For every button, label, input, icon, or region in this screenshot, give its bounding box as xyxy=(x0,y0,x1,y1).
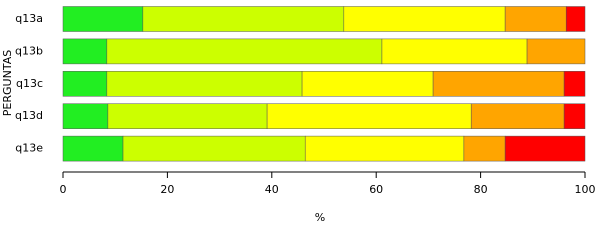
bar-segment xyxy=(122,135,306,162)
bar-segment xyxy=(62,38,108,65)
y-axis-label: PERGUNTAS xyxy=(1,50,14,116)
bar-segment xyxy=(504,135,586,162)
bar-segment xyxy=(343,6,506,32)
bar-segment xyxy=(62,103,109,129)
y-tick-label: q13a xyxy=(15,12,43,25)
bar-segment xyxy=(62,6,144,32)
bar-segment xyxy=(432,71,565,97)
bar-segment xyxy=(107,103,268,129)
x-tick-label: 100 xyxy=(575,183,596,196)
bar-segment xyxy=(142,6,345,32)
bar-segment xyxy=(470,103,565,129)
x-tick-label: 20 xyxy=(160,183,174,196)
bar-segment xyxy=(381,38,528,65)
bar-segment xyxy=(62,135,124,162)
bar-segment xyxy=(106,38,383,65)
bar-segment xyxy=(106,71,303,97)
x-tick-label: 60 xyxy=(369,183,383,196)
x-tick-label: 40 xyxy=(265,183,279,196)
y-tick-label: q13e xyxy=(15,142,43,155)
x-axis-label: % xyxy=(315,211,325,224)
bar-segment xyxy=(304,135,465,162)
bar-segment xyxy=(463,135,506,162)
bar-segment xyxy=(266,103,472,129)
x-tick-label: 80 xyxy=(474,183,488,196)
chart: % PERGUNTAS q13a q13b q13c q13d q13e 0 20 40 60 8… xyxy=(1,6,596,224)
bar-segment xyxy=(563,71,586,97)
bar-segment xyxy=(504,6,567,32)
y-tick-label: q13d xyxy=(15,109,43,122)
y-tick-label: q13b xyxy=(15,44,43,57)
bar-segment xyxy=(565,6,586,32)
bar-segment xyxy=(301,71,434,97)
x-tick-label: 0 xyxy=(60,183,67,196)
y-tick-label: q13c xyxy=(16,77,43,90)
bar-segment xyxy=(563,103,586,129)
bar-segment xyxy=(62,71,108,97)
bar-segment xyxy=(526,38,586,65)
